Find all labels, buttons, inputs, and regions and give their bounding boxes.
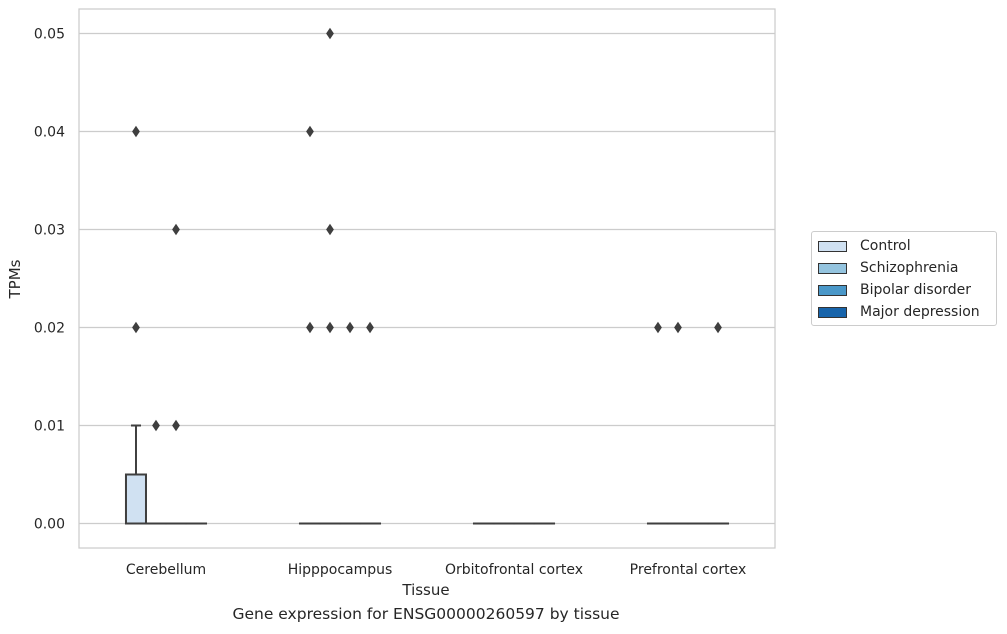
x-axis-title: Tissue xyxy=(401,581,449,599)
y-tick-label: 0.03 xyxy=(34,223,65,239)
legend-item-control: Control xyxy=(818,236,911,256)
outlier-point xyxy=(346,321,354,334)
y-tick-label: 0.04 xyxy=(34,125,65,141)
outlier-point xyxy=(132,125,140,138)
legend-swatch-control xyxy=(818,240,847,252)
plot-area-frame xyxy=(78,8,776,549)
legend-label-major-depression: Major depression xyxy=(860,304,980,320)
outlier-point xyxy=(326,27,334,40)
legend-swatch-bipolar-disorder xyxy=(818,284,847,296)
legend-swatch-schizophrenia xyxy=(818,262,847,274)
outlier-point xyxy=(306,321,314,334)
outlier-point xyxy=(132,321,140,334)
outlier-point xyxy=(674,321,682,334)
outlier-point xyxy=(152,419,160,432)
outlier-point xyxy=(714,321,722,334)
legend-item-major-depression: Major depression xyxy=(818,302,980,322)
box-plot-series xyxy=(124,27,730,525)
legend-label-bipolar-disorder: Bipolar disorder xyxy=(860,282,972,298)
y-tick-label: 0.01 xyxy=(34,419,65,435)
y-tick-label: 0.02 xyxy=(34,321,65,337)
legend: Control Schizophrenia Bipolar disorder M… xyxy=(811,231,997,326)
x-tick-label: Orbitofrontal cortex xyxy=(445,562,583,578)
outlier-point xyxy=(172,419,180,432)
legend-swatch-major-depression xyxy=(818,306,847,318)
y-tick-label: 0.05 xyxy=(34,27,65,43)
outlier-point xyxy=(366,321,374,334)
outlier-point xyxy=(326,321,334,334)
chart-caption: Gene expression for ENSG00000260597 by t… xyxy=(232,605,620,623)
legend-item-schizophrenia: Schizophrenia xyxy=(818,258,958,278)
y-axis-title: TPMs xyxy=(6,259,24,299)
y-tick-label: 0.00 xyxy=(34,517,65,533)
outlier-point xyxy=(306,125,314,138)
x-tick-label: Cerebellum xyxy=(126,562,206,578)
x-tick-label: Hipppocampus xyxy=(288,562,393,578)
legend-label-schizophrenia: Schizophrenia xyxy=(860,260,959,276)
legend-item-bipolar-disorder: Bipolar disorder xyxy=(818,280,971,300)
box-control xyxy=(124,473,147,525)
x-tick-label: Prefrontal cortex xyxy=(630,562,747,578)
outlier-point xyxy=(326,223,334,236)
outlier-point xyxy=(654,321,662,334)
legend-label-control: Control xyxy=(860,238,911,254)
grid-lines xyxy=(79,32,775,525)
outlier-point xyxy=(172,223,180,236)
axis-ticks: 0.00 0.01 0.02 0.03 0.04 0.05 Cerebellum Hipppo… xyxy=(34,27,747,579)
